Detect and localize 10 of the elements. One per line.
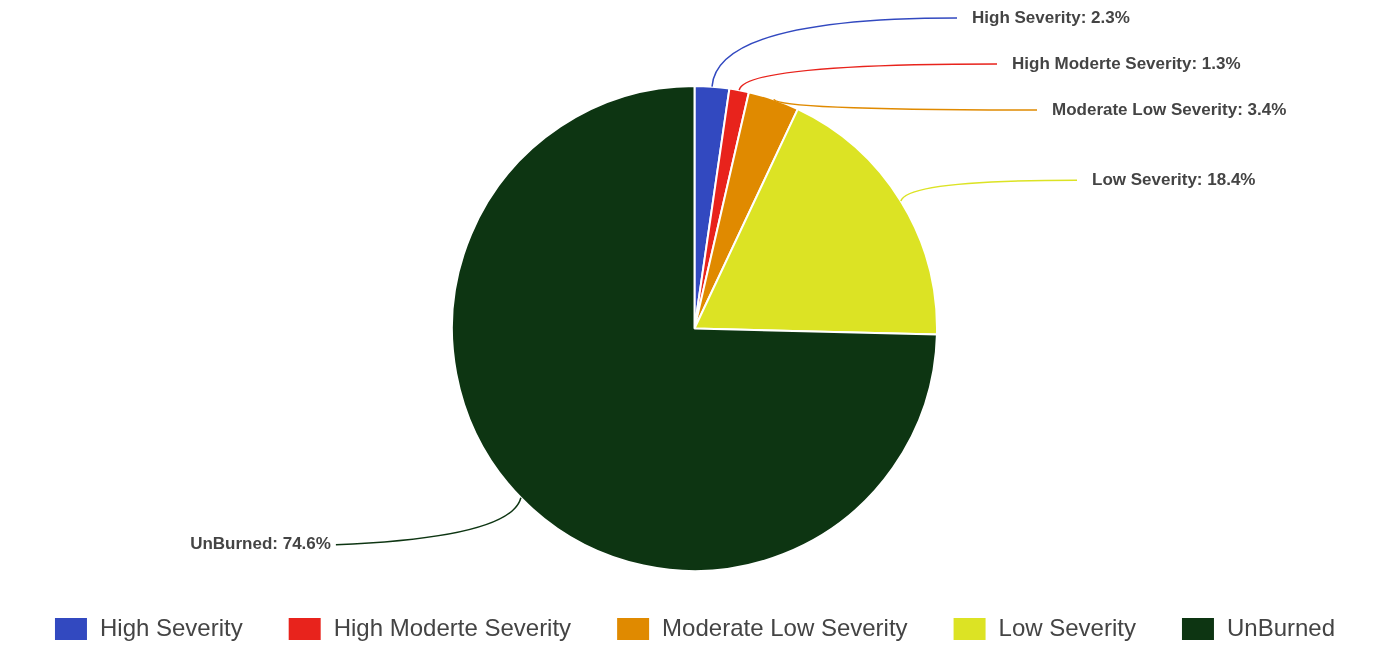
legend-label: High Severity bbox=[99, 613, 243, 641]
data-label: Moderate Low Severity: 3.4% bbox=[1052, 99, 1287, 119]
legend-label: UnBurned bbox=[1226, 613, 1336, 641]
data-label: Low Severity: 18.4% bbox=[1092, 169, 1256, 189]
legend-label: Low Severity bbox=[998, 613, 1136, 641]
data-label: High Moderte Severity: 1.3% bbox=[1012, 53, 1241, 73]
legend-label: Moderate Low Severity bbox=[662, 613, 908, 641]
legend-label: High Moderte Severity bbox=[333, 613, 572, 641]
data-label: UnBurned: 74.6% bbox=[190, 534, 331, 554]
data-label: High Severity: 2.3% bbox=[972, 7, 1130, 27]
